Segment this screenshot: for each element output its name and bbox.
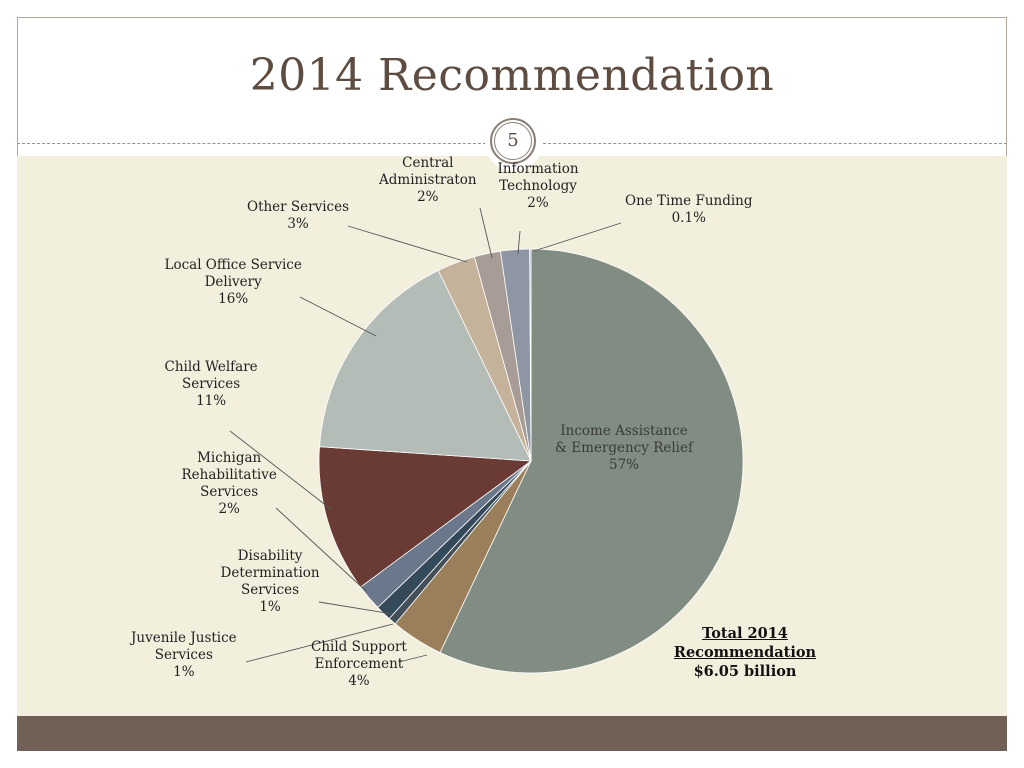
- leader-line-information-technology: [517, 230, 521, 255]
- slice-label-michigan-rehabilitative-services: Michigan Rehabilitative Services 2%: [182, 450, 277, 518]
- slice-label-percent: 2%: [218, 501, 240, 517]
- slice-label-name: Juvenile Justice Services: [131, 629, 237, 663]
- leader-line-child-support-enforcement: [398, 654, 428, 663]
- slice-label-name: Central Administraton: [379, 154, 477, 188]
- slice-label-percent: 11%: [196, 392, 227, 409]
- slice-label-name: Child Welfare Services: [164, 358, 258, 392]
- slice-label-name: One Time Funding: [625, 193, 753, 209]
- slice-label-income-assistance-emergency-relief: Income Assistance & Emergency Relief 57%: [555, 423, 693, 474]
- total-line-1: Total 2014: [702, 625, 788, 642]
- slice-label-percent: 0.1%: [671, 210, 706, 226]
- leader-line-juvenile-justice-services: [245, 623, 394, 663]
- pie-slice-income-assistance-emergency-relief: [439, 248, 744, 674]
- page-number-ring: [490, 118, 536, 164]
- slice-label-name: Income Assistance & Emergency Relief: [555, 422, 693, 456]
- slice-label-percent: 4%: [348, 672, 370, 689]
- slice-label-one-time-funding: One Time Funding 0.1%: [625, 193, 753, 227]
- total-line-3: $6.05 billion: [693, 663, 797, 680]
- slice-label-disability-determination-services: Disability Determination Services 1%: [221, 548, 320, 616]
- leader-line-central-administraton: [479, 207, 493, 259]
- slice-label-name: Disability Determination Services: [220, 548, 320, 598]
- page-title: 2014 Recommendation: [249, 50, 775, 101]
- slice-label-name: Michigan Rehabilitative Services: [181, 450, 277, 500]
- slice-label-name: Information Technology: [497, 160, 579, 194]
- total-line-2: Recommendation: [673, 644, 817, 661]
- slice-label-other-services: Other Services 3%: [247, 199, 349, 233]
- footer-bar: [17, 716, 1007, 751]
- slice-label-percent: 16%: [218, 290, 249, 307]
- page-number: 5: [494, 122, 532, 160]
- total-annotation: Total 2014 Recommendation $6.05 billion: [660, 624, 830, 681]
- slice-label-percent: 1%: [259, 599, 281, 615]
- slice-label-information-technology: Information Technology 2%: [498, 161, 579, 212]
- pie-slice-one-time-funding: [529, 248, 532, 462]
- leader-line-other-services: [347, 225, 468, 263]
- slice-label-name: Child Support Enforcement: [311, 638, 407, 672]
- pie-slice-local-office-service-delivery: [319, 269, 532, 462]
- leader-line-one-time-funding: [533, 222, 622, 252]
- leader-line-local-office-service-delivery: [299, 296, 377, 337]
- slice-label-central-administraton: Central Administraton 2%: [379, 155, 477, 206]
- leader-line-child-welfare-services: [229, 430, 333, 511]
- slice-label-juvenile-justice-services: Juvenile Justice Services 1%: [131, 630, 237, 681]
- leader-line-disability-determination-services: [318, 601, 393, 615]
- slice-label-name: Other Services: [247, 199, 350, 215]
- pie-slice-child-welfare-services: [318, 446, 533, 588]
- slice-label-percent: 2%: [527, 194, 549, 211]
- slice-label-child-welfare-services: Child Welfare Services 11%: [165, 359, 258, 410]
- slice-label-local-office-service-delivery: Local Office Service Delivery 16%: [165, 257, 302, 308]
- slice-label-percent: 3%: [287, 216, 309, 232]
- slice-label-percent: 1%: [173, 663, 195, 680]
- slice-label-child-support-enforcement: Child Support Enforcement 4%: [311, 639, 407, 690]
- slice-label-percent: 57%: [608, 456, 639, 473]
- slice-label-percent: 2%: [417, 188, 439, 205]
- leader-line-michigan-rehabilitative-services: [275, 507, 367, 592]
- slice-label-name: Local Office Service Delivery: [164, 256, 302, 290]
